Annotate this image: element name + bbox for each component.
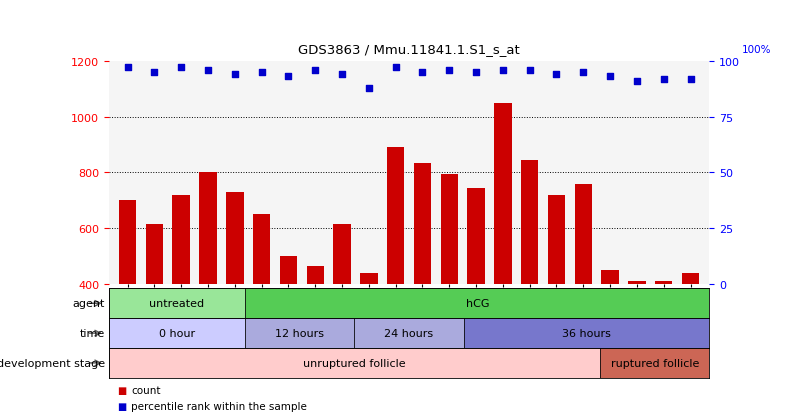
Bar [413,163,431,396]
Text: time: time [80,328,105,338]
Bar [463,318,709,348]
Bar [118,201,136,396]
Point [282,74,295,81]
Text: ■: ■ [117,385,126,395]
Point [309,67,322,74]
Point [175,65,188,71]
Point [442,67,455,74]
Title: GDS3863 / Mmu.11841.1.S1_s_at: GDS3863 / Mmu.11841.1.S1_s_at [298,43,520,56]
Point [630,78,643,85]
Bar [109,348,600,378]
Bar [199,173,217,396]
Bar [467,188,484,396]
Point [256,69,268,76]
Bar [655,282,672,396]
Bar [226,192,243,396]
Point [470,69,483,76]
Bar [109,318,245,348]
Point [684,76,697,83]
Bar [306,266,324,396]
Bar [600,348,709,378]
Point [523,67,536,74]
Bar [521,161,538,396]
Bar [548,195,565,396]
Point [148,69,161,76]
Text: percentile rank within the sample: percentile rank within the sample [131,401,307,411]
Bar [441,174,458,396]
Bar [575,184,592,396]
Text: count: count [131,385,161,395]
Point [416,69,429,76]
Bar [245,318,355,348]
Point [335,71,348,78]
Bar [172,195,190,396]
Bar [109,289,245,318]
Text: unruptured follicle: unruptured follicle [303,358,405,368]
Bar [682,273,700,396]
Bar [355,318,463,348]
Text: 0 hour: 0 hour [159,328,195,338]
Text: hCG: hCG [466,299,489,309]
Bar [334,225,351,396]
Bar [494,103,512,396]
Point [121,65,134,71]
Bar [253,215,270,396]
Text: 36 hours: 36 hours [562,328,611,338]
Bar [628,282,646,396]
Text: development stage: development stage [0,358,105,368]
Bar [280,256,297,396]
Point [228,71,241,78]
Text: untreated: untreated [149,299,205,309]
Point [657,76,670,83]
Point [604,74,617,81]
Text: agent: agent [73,299,105,309]
Point [202,67,214,74]
Point [389,65,402,71]
Text: ruptured follicle: ruptured follicle [610,358,699,368]
Text: 12 hours: 12 hours [276,328,324,338]
Point [363,85,376,92]
Point [496,67,509,74]
Bar [387,148,405,396]
Bar [601,271,619,396]
Point [577,69,590,76]
Bar [146,225,163,396]
Bar [245,289,709,318]
Text: 24 hours: 24 hours [384,328,434,338]
Bar [360,273,377,396]
Text: 100%: 100% [742,45,772,55]
Text: ■: ■ [117,401,126,411]
Point [550,71,563,78]
